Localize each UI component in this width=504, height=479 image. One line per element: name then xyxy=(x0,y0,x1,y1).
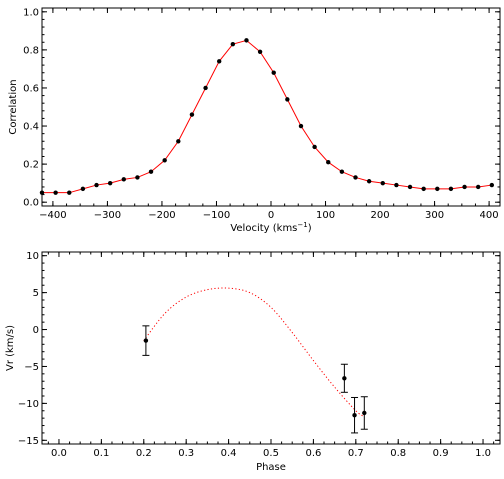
correlation-panel: −400 −300 −200 −100 0 100 200 300 400 0.0 0.2 0.4 0.… xyxy=(8,7,501,234)
correlation-point xyxy=(121,177,126,182)
correlation-x-axis-label: Velocity (kms−1) xyxy=(230,221,311,234)
correlation-point xyxy=(353,175,358,180)
correlation-x-tick-label: −300 xyxy=(94,210,121,221)
correlation-line xyxy=(42,39,492,194)
correlation-point xyxy=(312,144,317,150)
velocity-y-tick-label: −5 xyxy=(24,362,39,373)
correlation-y-tick-label: 0.6 xyxy=(23,83,39,94)
velocity-x-tick-label: 0.4 xyxy=(221,448,237,459)
velocity-model-curve xyxy=(143,287,365,418)
correlation-x-tick-label: 400 xyxy=(480,210,499,221)
correlation-point xyxy=(298,123,304,129)
velocity-x-tick-label: 0.9 xyxy=(433,448,449,459)
correlation-plot-frame xyxy=(41,7,501,207)
correlation-point xyxy=(189,112,195,117)
correlation-point xyxy=(107,180,113,186)
velocity-x-tick-label: 1.0 xyxy=(475,448,491,459)
velocity-x-tick-label: 0.7 xyxy=(348,448,364,459)
correlation-point xyxy=(435,186,440,192)
correlation-point xyxy=(462,184,467,190)
velocity-point xyxy=(143,338,149,343)
velocity-series xyxy=(142,287,368,434)
velocity-plot-frame xyxy=(41,251,501,445)
correlation-point xyxy=(407,184,413,190)
correlation-point xyxy=(448,186,454,192)
correlation-point xyxy=(94,182,99,188)
correlation-x-tick-label: −200 xyxy=(148,210,175,221)
correlation-x-tick-label: −400 xyxy=(39,210,66,221)
correlation-x-tick-label: −100 xyxy=(203,210,230,221)
velocity-y-tick-label: 10 xyxy=(26,251,39,262)
correlation-point xyxy=(230,41,236,47)
velocity-y-tick-label: 0 xyxy=(33,325,39,336)
correlation-point xyxy=(257,49,263,54)
correlation-x-tick-label: 100 xyxy=(316,210,335,221)
velocity-x-tick-label: 0.8 xyxy=(390,448,406,459)
correlation-y-axis-label: Correlation xyxy=(8,79,19,134)
velocity-x-tick-label: 0.3 xyxy=(178,448,194,459)
correlation-point xyxy=(326,160,331,165)
correlation-point xyxy=(366,179,372,184)
correlation-y-tick-label: 0.8 xyxy=(23,45,39,56)
correlation-point xyxy=(339,169,345,174)
velocity-x-tick-label: 0.2 xyxy=(136,448,152,459)
correlation-point xyxy=(53,190,58,195)
velocity-x-tick-label: 0.6 xyxy=(305,448,321,459)
correlation-point xyxy=(162,158,167,163)
velocity-point xyxy=(342,376,347,381)
correlation-ticks: −400 −300 −200 −100 0 100 200 300 400 0.0 0.2 0.4 0.… xyxy=(23,7,500,221)
correlation-x-tick-label: 300 xyxy=(425,210,444,221)
correlation-x-tick-label: 200 xyxy=(371,210,390,221)
velocity-point xyxy=(362,410,367,416)
velocity-y-axis-label: Vr (km/s) xyxy=(5,325,16,371)
correlation-y-tick-label: 0.4 xyxy=(23,122,39,133)
correlation-point xyxy=(380,180,385,186)
correlation-series xyxy=(39,38,495,195)
correlation-point xyxy=(475,184,481,190)
velocity-x-tick-label: 0.5 xyxy=(263,448,279,459)
correlation-point xyxy=(39,190,45,195)
correlation-y-tick-label: 1.0 xyxy=(23,7,39,18)
correlation-point xyxy=(421,186,426,192)
correlation-point xyxy=(489,182,495,188)
velocity-x-tick-label: 0.0 xyxy=(51,448,67,459)
correlation-point xyxy=(176,139,181,144)
correlation-y-tick-label: 0.0 xyxy=(23,198,39,209)
velocity-y-tick-label: 5 xyxy=(33,288,39,299)
correlation-y-tick-label: 0.2 xyxy=(23,160,39,171)
correlation-point xyxy=(394,182,399,188)
correlation-point xyxy=(148,169,154,174)
correlation-point xyxy=(203,85,208,91)
correlation-point xyxy=(285,97,290,102)
correlation-point xyxy=(217,59,222,64)
velocity-y-tick-label: −15 xyxy=(18,436,39,447)
correlation-point xyxy=(271,70,276,75)
velocity-y-tick-label: −10 xyxy=(18,399,39,410)
velocity-x-axis-label: Phase xyxy=(256,462,286,473)
velocity-point xyxy=(352,413,357,418)
velocity-panel: 0.0 0.1 0.2 0.3 0.4 0.5 0.6 0.7 0.8 0.9 1.0 −15 −10 −… xyxy=(5,251,501,473)
correlation-x-tick-label: 0 xyxy=(268,210,274,221)
correlation-point xyxy=(244,38,249,43)
correlation-point xyxy=(67,190,72,195)
correlation-point xyxy=(80,186,86,192)
correlation-point xyxy=(135,175,140,180)
velocity-ticks: 0.0 0.1 0.2 0.3 0.4 0.5 0.6 0.7 0.8 0.9 1.0 −15 −10 −… xyxy=(18,251,500,459)
velocity-x-tick-label: 0.1 xyxy=(93,448,109,459)
